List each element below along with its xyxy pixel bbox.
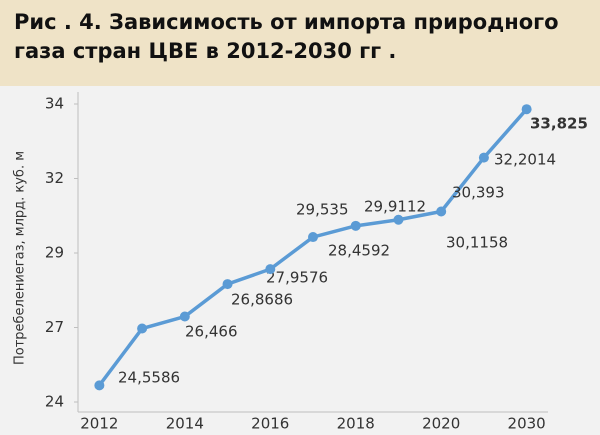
data-label: 26,466 [185, 323, 238, 341]
point [265, 264, 276, 275]
y-tick-label: 32 [45, 169, 64, 187]
point [137, 323, 148, 334]
point [179, 311, 190, 322]
point [393, 214, 404, 225]
data-label: 32,2014 [494, 151, 556, 169]
point [94, 380, 105, 391]
data-label: 30,393 [452, 184, 505, 202]
y-tick-label: 29 [45, 244, 64, 262]
point [350, 220, 361, 231]
point [308, 232, 318, 243]
data-label: 24,5586 [118, 369, 180, 387]
point [222, 279, 233, 290]
data-label: 29,9112 [364, 198, 426, 216]
chart-title: Рис . 4. Зависимость от импорта природно… [14, 10, 559, 63]
x-tick-label: 2012 [80, 415, 118, 433]
y-tick-label: 24 [45, 393, 64, 411]
plot-background [0, 86, 600, 435]
x-tick-label: 2016 [251, 415, 289, 433]
data-label: 30,1158 [446, 234, 508, 252]
data-label: 28,4592 [328, 242, 390, 260]
data-label: 29,535 [296, 201, 349, 219]
x-tick-label: 2030 [508, 415, 546, 433]
x-tick-label: 2018 [337, 415, 375, 433]
y-tick-label: 27 [45, 318, 64, 336]
data-label: 27,9576 [266, 269, 328, 287]
data-label: 26,8686 [231, 291, 293, 309]
data-label: 33,825 [530, 115, 588, 133]
point [521, 104, 532, 115]
point [436, 206, 447, 217]
y-tick-label: 34 [45, 95, 64, 113]
y-axis-label: Потребелениегаз, млрд. куб. м [13, 151, 28, 365]
x-tick-label: 2014 [166, 415, 204, 433]
x-tick-label: 2020 [422, 415, 460, 433]
point [478, 152, 489, 163]
